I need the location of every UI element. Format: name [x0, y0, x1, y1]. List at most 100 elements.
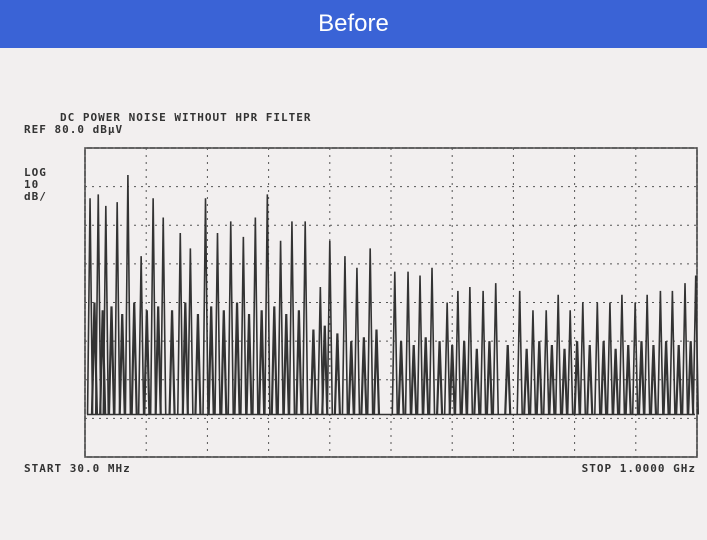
stop-label: STOP 1.0000 GHz: [582, 462, 696, 475]
spike: [692, 275, 700, 415]
spike: [326, 240, 334, 415]
spike: [270, 306, 278, 415]
spike: [240, 236, 247, 415]
spike: [657, 290, 664, 415]
spike: [492, 283, 500, 415]
spike: [366, 248, 374, 415]
spike: [416, 275, 424, 415]
spike: [566, 310, 574, 415]
spike: [288, 221, 296, 415]
spike: [504, 344, 512, 415]
spike: [542, 310, 550, 415]
spike: [187, 248, 194, 415]
ref-label: REF 80.0 dBµV: [24, 123, 123, 136]
spike: [422, 337, 430, 415]
spike: [586, 344, 594, 415]
spike: [194, 314, 202, 415]
spike: [149, 198, 157, 415]
spike: [154, 306, 162, 415]
spike: [181, 302, 189, 415]
spike: [137, 256, 145, 415]
spike: [143, 310, 151, 415]
spike: [353, 267, 361, 415]
spike: [207, 306, 215, 415]
spike: [428, 267, 436, 415]
spike: [333, 333, 341, 415]
spike: [443, 302, 451, 415]
spike: [277, 240, 284, 415]
spike: [227, 221, 235, 415]
spike: [669, 290, 676, 415]
spike: [168, 310, 176, 415]
spike: [466, 287, 474, 415]
header-title: Before: [0, 0, 707, 48]
spike: [86, 198, 94, 415]
spike: [258, 310, 266, 415]
spike: [233, 302, 241, 415]
spike: [245, 314, 253, 415]
spike: [624, 344, 632, 415]
spike: [295, 310, 303, 415]
spike: [113, 202, 121, 415]
spike: [360, 337, 368, 415]
spike: [618, 294, 626, 415]
spike: [202, 198, 209, 415]
spike: [94, 194, 102, 415]
spike: [612, 348, 620, 415]
spike: [649, 344, 658, 415]
spike: [220, 310, 228, 415]
scale-label: 10: [24, 178, 39, 191]
spike: [264, 194, 271, 415]
spike: [321, 325, 329, 415]
spike: [347, 341, 355, 415]
spike: [341, 256, 349, 415]
spike: [643, 294, 651, 415]
spike: [252, 217, 259, 415]
spike: [637, 341, 646, 415]
spike: [479, 290, 487, 415]
spike: [529, 310, 537, 415]
spike: [548, 344, 556, 415]
spike: [448, 344, 456, 415]
spike: [600, 341, 608, 415]
spike: [681, 283, 689, 415]
scale-label: dB/: [24, 190, 47, 203]
spike: [460, 341, 468, 415]
spike: [397, 341, 405, 415]
spike: [435, 341, 444, 415]
spike: [535, 341, 543, 415]
spike: [309, 329, 317, 415]
spike: [372, 329, 381, 415]
spike: [176, 232, 184, 415]
spike: [594, 302, 601, 415]
spike: [579, 302, 587, 415]
spike: [554, 294, 562, 415]
spike: [282, 314, 290, 415]
spike: [90, 302, 99, 415]
spike: [675, 344, 683, 415]
spike: [124, 175, 132, 415]
spike: [473, 348, 481, 415]
spike: [573, 341, 581, 415]
spike: [560, 348, 569, 415]
spike: [317, 287, 324, 415]
spike: [606, 302, 614, 415]
spike: [631, 302, 639, 415]
spike: [687, 341, 695, 415]
spike: [485, 341, 494, 415]
spike: [404, 271, 412, 415]
spike: [159, 217, 167, 415]
spike: [391, 271, 399, 415]
subtitle: DC POWER NOISE WITHOUT HPR FILTER: [60, 111, 312, 124]
scale-label: LOG: [24, 166, 47, 179]
spike: [130, 302, 138, 415]
spike: [214, 232, 221, 415]
spike: [454, 290, 462, 415]
spike: [516, 290, 524, 415]
spike: [301, 221, 309, 415]
spike: [107, 306, 116, 415]
spike: [99, 310, 107, 415]
start-label: START 30.0 MHz: [24, 462, 131, 475]
